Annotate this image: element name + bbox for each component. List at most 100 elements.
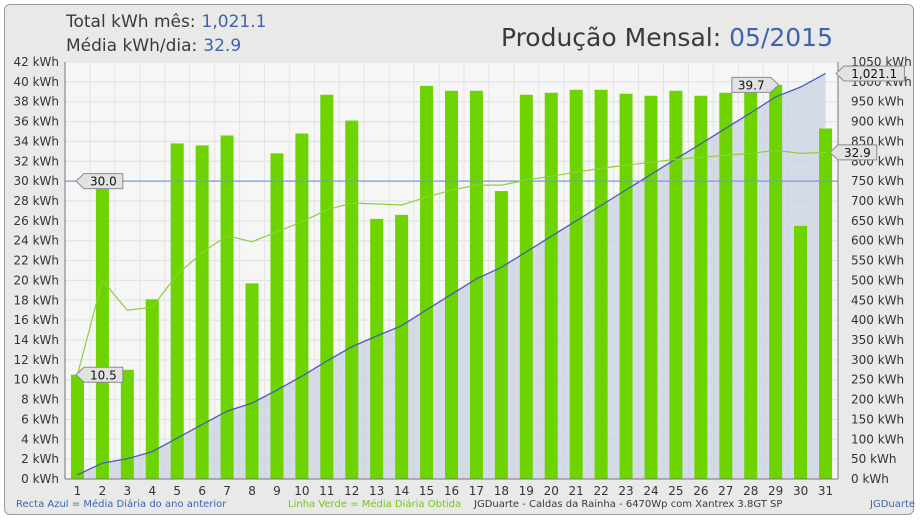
x-tick-label: 29 xyxy=(768,484,783,498)
x-tick-label: 28 xyxy=(743,484,758,498)
x-tick-label: 13 xyxy=(369,484,384,498)
left-tick-label: 14 kWh xyxy=(13,333,59,347)
total-kwh-value: 1,021.1 xyxy=(201,12,267,32)
right-value-label: 32.9 xyxy=(844,146,871,160)
x-tick-label: 18 xyxy=(494,484,509,498)
right-tick-label: 50 kWh xyxy=(851,452,897,466)
peak-value-label-box xyxy=(731,76,780,93)
chart-title-label: Produção Mensal: xyxy=(500,23,722,52)
x-tick-label: 15 xyxy=(419,484,434,498)
right-tick-label: 550 kWh xyxy=(851,254,904,268)
x-tick-label: 22 xyxy=(593,484,608,498)
left-tick-label: 34 kWh xyxy=(13,134,59,148)
daily-bar xyxy=(445,90,458,480)
daily-bar xyxy=(519,94,533,479)
left-tick-label: 26 kWh xyxy=(13,214,59,228)
left-tick-label: 30 kWh xyxy=(13,174,59,188)
left-value-label-box xyxy=(75,366,124,383)
cumulative-area xyxy=(77,73,826,480)
left-tick-label: 0 kWh xyxy=(21,472,59,486)
average-kwh-value: 32.9 xyxy=(203,36,242,56)
right-value-label-box xyxy=(829,144,878,161)
right-tick-label: 950 kWh xyxy=(851,95,904,109)
left-tick-label: 8 kWh xyxy=(21,393,59,407)
right-tick-label: 450 kWh xyxy=(851,293,904,307)
average-kwh-label: Média kWh/dia: xyxy=(66,36,198,56)
daily-bar xyxy=(569,89,583,480)
total-kwh-label: Total kWh mês: xyxy=(66,12,196,32)
daily-bar xyxy=(245,283,259,479)
average-kwh-readout: Média kWh/dia: 32.9 xyxy=(66,36,241,56)
right-tick-label: 350 kWh xyxy=(851,333,904,347)
daily-bar xyxy=(345,120,359,479)
left-tick-label: 36 kWh xyxy=(13,115,59,129)
daily-bar xyxy=(320,94,334,479)
daily-bar xyxy=(395,214,409,479)
x-tick-label: 14 xyxy=(394,484,409,498)
x-tick-label: 31 xyxy=(818,484,833,498)
x-tick-label: 9 xyxy=(273,484,281,498)
x-tick-label: 30 xyxy=(793,484,808,498)
left-tick-label: 22 kWh xyxy=(13,254,59,268)
x-tick-label: 21 xyxy=(569,484,584,498)
x-tick-label: 5 xyxy=(173,484,181,498)
blue-line-legend: Recta Azul = Média Diária do ano anterio… xyxy=(16,499,227,510)
total-kwh-readout: Total kWh mês: 1,021.1 xyxy=(66,12,266,32)
left-tick-label: 4 kWh xyxy=(21,432,59,446)
daily-bar xyxy=(370,218,384,479)
right-tick-label: 500 kWh xyxy=(851,273,904,287)
left-value-label-box xyxy=(75,173,124,190)
daily-bar xyxy=(195,145,209,479)
left-tick-label: 16 kWh xyxy=(13,313,59,327)
x-tick-label: 8 xyxy=(248,484,256,498)
x-tick-label: 26 xyxy=(693,484,708,498)
right-tick-label: 100 kWh xyxy=(851,432,904,446)
x-tick-label: 2 xyxy=(99,484,107,498)
daily-bar xyxy=(794,225,808,479)
peak-value-label: 39.7 xyxy=(738,78,765,92)
x-tick-label: 1 xyxy=(74,484,82,498)
daily-bar xyxy=(70,374,84,479)
daily-bar xyxy=(220,135,234,479)
x-tick-label: 16 xyxy=(444,484,459,498)
chart-title: Produção Mensal: 05/2015 xyxy=(501,23,833,52)
right-tick-label: 200 kWh xyxy=(851,393,904,407)
x-tick-label: 6 xyxy=(198,484,206,498)
left-tick-label: 18 kWh xyxy=(13,293,59,307)
x-tick-label: 24 xyxy=(643,484,658,498)
x-tick-label: 4 xyxy=(148,484,156,498)
right-tick-label: 0 kWh xyxy=(851,472,889,486)
x-tick-label: 27 xyxy=(718,484,733,498)
daily-bar xyxy=(744,92,758,480)
right-tick-label: 750 kWh xyxy=(851,174,904,188)
daily-bar xyxy=(170,143,184,479)
left-tick-label: 28 kWh xyxy=(13,194,59,208)
credit-text: JGDuarte xyxy=(870,499,916,510)
x-tick-label: 11 xyxy=(319,484,334,498)
x-tick-label: 23 xyxy=(618,484,633,498)
left-value-label: 10.5 xyxy=(90,368,117,382)
left-tick-label: 2 kWh xyxy=(21,452,59,466)
average-line xyxy=(76,149,826,375)
cumulative-line xyxy=(77,72,826,476)
x-tick-label: 10 xyxy=(294,484,309,498)
left-tick-label: 20 kWh xyxy=(13,273,59,287)
daily-bar xyxy=(544,92,558,480)
right-tick-label: 700 kWh xyxy=(851,194,904,208)
left-tick-label: 42 kWh xyxy=(13,55,59,69)
right-tick-label: 150 kWh xyxy=(851,412,904,426)
daily-bar xyxy=(469,90,483,480)
x-tick-label: 17 xyxy=(469,484,484,498)
right-tick-label: 600 kWh xyxy=(851,234,904,248)
daily-bar xyxy=(494,191,508,480)
daily-bar xyxy=(270,153,284,480)
left-tick-label: 12 kWh xyxy=(13,353,59,367)
left-tick-label: 10 kWh xyxy=(13,373,59,387)
right-tick-label: 400 kWh xyxy=(851,313,904,327)
daily-bar xyxy=(694,95,708,479)
right-tick-label: 650 kWh xyxy=(851,214,904,228)
daily-bar xyxy=(120,369,134,479)
daily-bar xyxy=(145,299,159,479)
system-info: JGDuarte - Caldas da Rainha - 6470Wp com… xyxy=(474,499,783,510)
